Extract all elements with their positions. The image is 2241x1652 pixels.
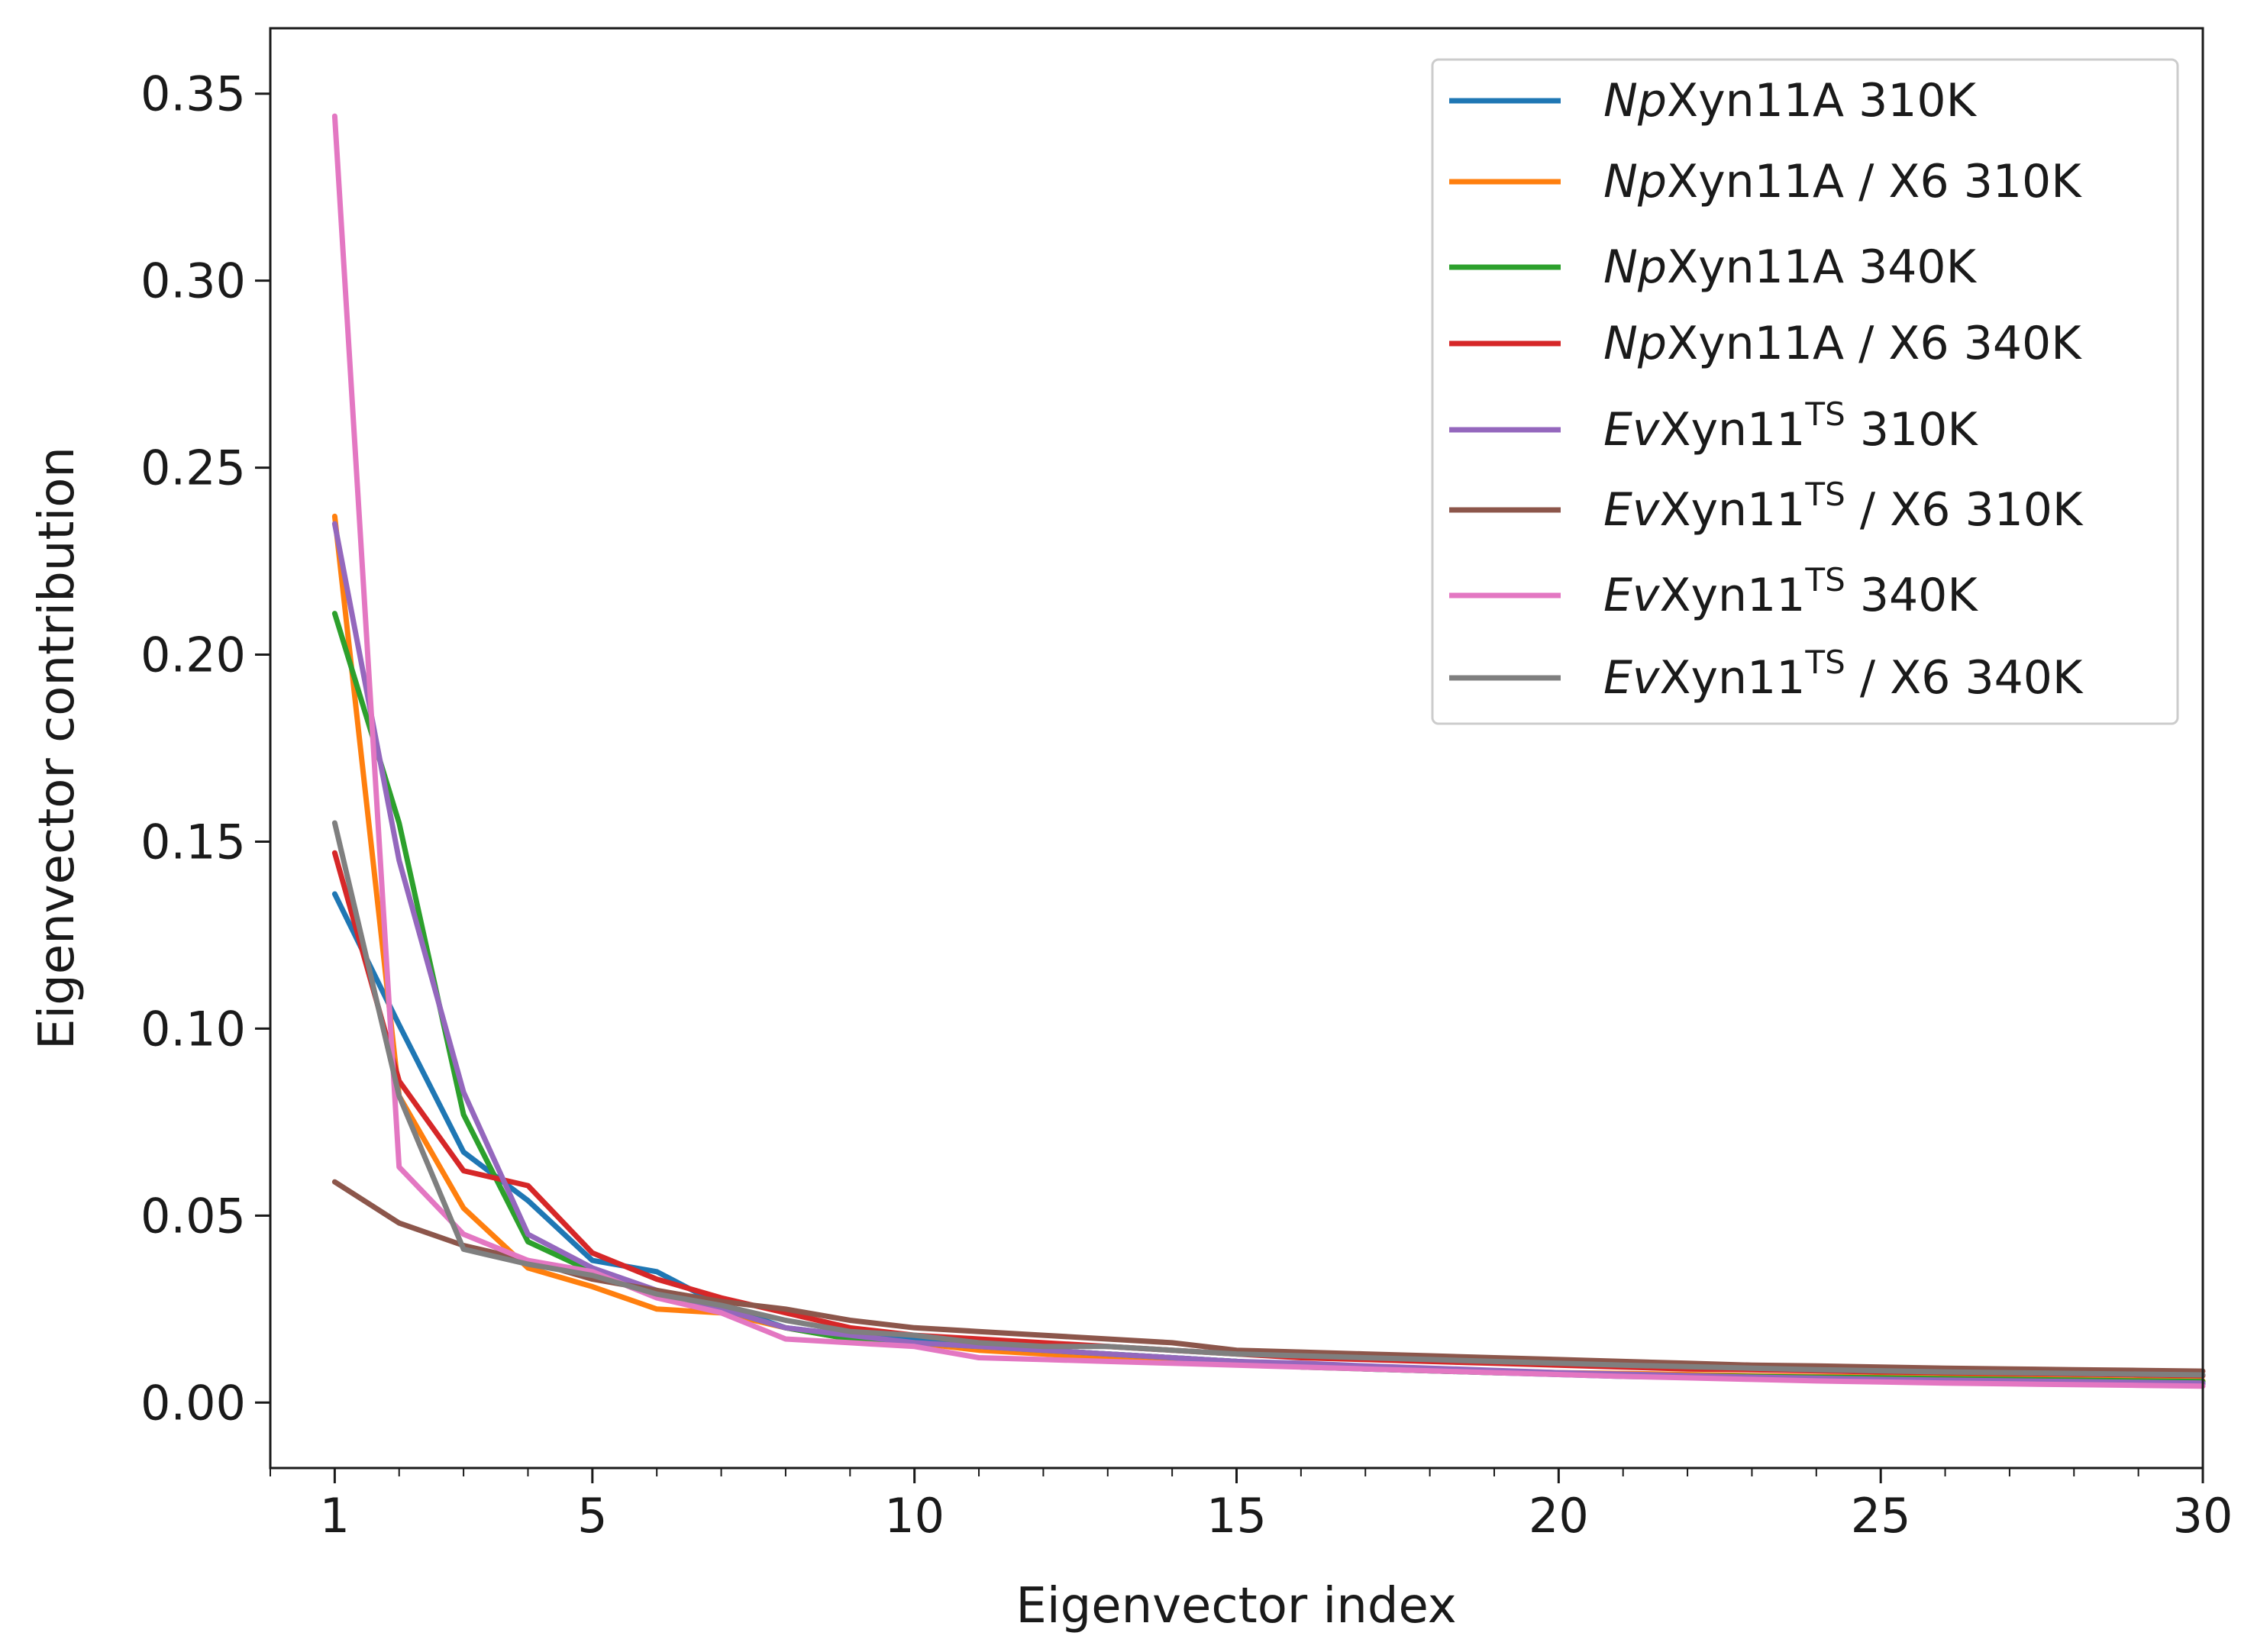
legend-label-main: Xyn11A [1667, 240, 1844, 294]
y-tick-label: 0.05 [140, 1188, 246, 1244]
legend-label-7: EvXyn11TS 340K [1603, 561, 1978, 622]
y-tick-label: 0.20 [140, 628, 246, 683]
y-axis-ticks: 0.00 0.05 0.10 0.15 0.20 0.25 0.30 0.35 [140, 66, 270, 1431]
y-tick-label: 0.10 [140, 1001, 246, 1057]
y-tick-label: 0.15 [140, 814, 246, 870]
x-tick-label: 25 [1851, 1488, 1911, 1544]
legend-label-3: NpXyn11A 340K [1603, 240, 1978, 294]
legend-label-5: EvXyn11TS 310K [1603, 395, 1978, 457]
legend-label-main: Xyn11A [1667, 317, 1844, 370]
legend-label-tail: 310K [1845, 403, 1979, 457]
legend-label-superscript: TS [1804, 644, 1845, 681]
legend-label-italic: Ev [1603, 483, 1661, 537]
x-tick-label: 20 [1529, 1488, 1589, 1544]
legend-label-tail: / X6 340K [1845, 651, 2084, 705]
legend-box [1431, 58, 2179, 725]
legend-label-superscript: TS [1804, 561, 1845, 599]
legend-label-8: EvXyn11TS / X6 340K [1603, 644, 2084, 705]
y-tick-label: 0.35 [140, 66, 246, 122]
legend-label-italic: Np [1603, 240, 1667, 294]
x-tick-label: 15 [1206, 1488, 1267, 1544]
legend-label-italic: Np [1603, 74, 1667, 127]
legend-label-2: NpXyn11A / X6 310K [1603, 155, 2082, 208]
legend-label-main: Xyn11 [1659, 651, 1805, 705]
legend-label-italic: Ev [1603, 569, 1661, 622]
x-tick-label: 5 [577, 1488, 607, 1544]
legend-label-superscript: TS [1804, 395, 1845, 433]
legend-label-italic: Ev [1603, 403, 1661, 457]
legend-label-superscript: TS [1804, 476, 1845, 513]
y-tick-label: 0.30 [140, 253, 246, 309]
legend-label-tail: / X6 310K [1844, 155, 2082, 208]
y-tick-label: 0.25 [140, 440, 246, 496]
legend-label-main: Xyn11 [1659, 483, 1805, 537]
legend-label-tail: 310K [1844, 74, 1978, 127]
legend-label-main: Xyn11A [1667, 74, 1844, 127]
y-axis-title: Eigenvector contribution [29, 447, 86, 1050]
legend-label-4: NpXyn11A / X6 340K [1603, 317, 2082, 370]
y-tick-label: 0.00 [140, 1375, 246, 1431]
legend-label-main: Xyn11 [1659, 569, 1805, 622]
x-axis-ticks: 1 5 10 15 20 25 30 [270, 1468, 2233, 1544]
legend-label-italic: Np [1603, 317, 1667, 370]
series-line-8 [331, 820, 2206, 1378]
legend-label-tail: / X6 340K [1844, 317, 2082, 370]
legend-label-tail: 340K [1844, 240, 1978, 294]
legend-label-tail: / X6 310K [1845, 483, 2084, 537]
legend-label-tail: 340K [1845, 569, 1979, 622]
x-tick-label: 1 [320, 1488, 350, 1544]
x-tick-label: 10 [884, 1488, 945, 1544]
legend-label-italic: Ev [1603, 651, 1661, 705]
x-axis-title: Eigenvector index [1016, 1578, 1456, 1634]
series-layer [331, 113, 2206, 1389]
legend-label-1: NpXyn11A 310K [1603, 74, 1978, 127]
x-tick-label: 30 [2173, 1488, 2233, 1544]
legend-label-italic: Np [1603, 155, 1667, 208]
legend-label-6: EvXyn11TS / X6 310K [1603, 476, 2084, 537]
legend-label-main: Xyn11 [1659, 403, 1805, 457]
legend-label-main: Xyn11A [1667, 155, 1844, 208]
